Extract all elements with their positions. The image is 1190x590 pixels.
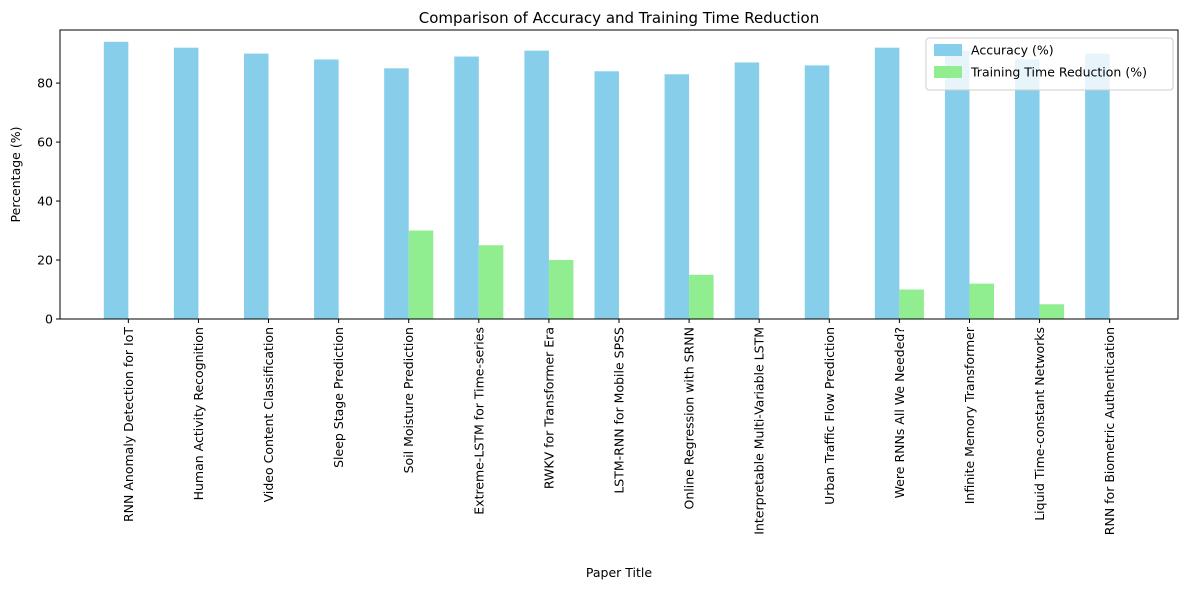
x-tick-label: Online Regression with SRNN xyxy=(682,327,697,509)
bar-training-time-reduction xyxy=(478,245,504,319)
bar-accuracy xyxy=(243,53,269,320)
bar-accuracy xyxy=(314,59,339,319)
y-tick-label: 20 xyxy=(37,253,53,268)
bar-accuracy xyxy=(594,71,619,320)
x-tick-label: Extreme-LSTM for Time-series xyxy=(471,327,486,515)
bar-accuracy xyxy=(173,47,199,319)
x-tick-label: RNN for Biometric Authentication xyxy=(1102,327,1117,535)
y-tick-label: 0 xyxy=(45,312,53,327)
legend-label: Training Time Reduction (%) xyxy=(970,65,1147,80)
bar-accuracy xyxy=(804,65,830,319)
bar-accuracy xyxy=(874,47,900,319)
bar-accuracy xyxy=(524,50,549,320)
x-tick-label: Sleep Stage Prediction xyxy=(331,327,346,468)
x-tick-label: Human Activity Recognition xyxy=(191,327,206,500)
y-tick-label: 80 xyxy=(37,76,53,91)
legend-swatch xyxy=(934,44,962,56)
bar-training-time-reduction xyxy=(689,274,714,319)
legend-swatch xyxy=(934,66,962,78)
bar-accuracy xyxy=(454,56,479,319)
x-tick-label: Soil Moisture Prediction xyxy=(401,327,416,473)
bar-accuracy xyxy=(1085,53,1110,320)
bar-training-time-reduction xyxy=(899,289,924,319)
bar-accuracy xyxy=(664,74,690,319)
bar-accuracy xyxy=(1015,59,1040,319)
legend: Accuracy (%) Training Time Reduction (%) xyxy=(925,37,1174,91)
bar-training-time-reduction xyxy=(548,260,574,319)
bar-accuracy xyxy=(103,41,129,319)
x-tick-label: Were RNNs All We Needed? xyxy=(892,327,907,498)
x-tick-label: RNN Anomaly Detection for IoT xyxy=(121,327,136,522)
bar-training-time-reduction xyxy=(969,283,995,319)
bar-training-time-reduction xyxy=(408,230,434,319)
y-tick-label: 40 xyxy=(37,194,53,209)
bars-layer xyxy=(103,41,1110,320)
x-tick-label: Liquid Time-constant Networks xyxy=(1032,327,1047,521)
ticks-layer: 0 20 40 60 80 RNN Anomaly Detection for IoT Hu… xyxy=(37,76,1117,536)
bar-accuracy xyxy=(734,62,760,319)
bar-training-time-reduction xyxy=(1039,304,1065,319)
x-tick-label: Video Content Classification xyxy=(261,327,276,502)
legend-box xyxy=(925,37,1174,91)
x-tick-label: Infinite Memory Transformer xyxy=(962,326,977,504)
x-tick-label: Interpretable Multi-Variable LSTM xyxy=(752,327,767,535)
chart-title: Comparison of Accuracy and Training Time… xyxy=(419,9,819,27)
x-tick-label: LSTM-RNN for Mobile SPSS xyxy=(612,327,627,494)
x-tick-label: Urban Traffic Flow Prediction xyxy=(822,327,837,505)
y-tick-label: 60 xyxy=(37,135,53,150)
x-axis-label: Paper Title xyxy=(586,565,652,580)
x-tick-label: RWKV for Transformer Era xyxy=(541,327,556,489)
legend-label: Accuracy (%) xyxy=(971,43,1054,58)
bar-accuracy xyxy=(384,68,409,319)
bar-accuracy xyxy=(944,50,970,320)
y-axis-label: Percentage (%) xyxy=(8,127,23,223)
